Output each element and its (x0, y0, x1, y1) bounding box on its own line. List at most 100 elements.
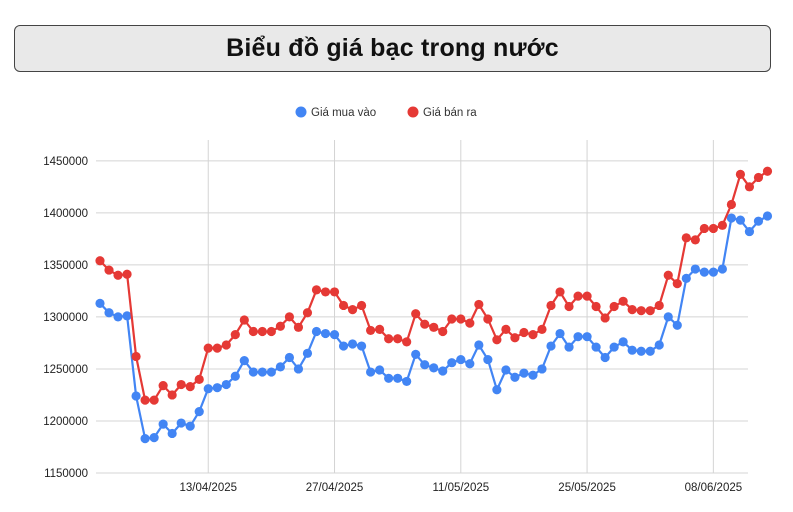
data-point (591, 301, 601, 312)
data-point (257, 367, 267, 377)
data-point (510, 333, 520, 343)
data-point (293, 364, 304, 374)
data-point (735, 169, 746, 179)
data-point (456, 354, 466, 365)
data-point (735, 215, 746, 225)
data-point (257, 326, 267, 337)
data-point (519, 327, 529, 338)
data-point (600, 313, 610, 323)
data-point (546, 341, 556, 351)
data-point (366, 325, 376, 336)
data-point (158, 380, 168, 391)
data-point (402, 337, 412, 347)
data-point (636, 306, 646, 316)
data-point (492, 385, 502, 395)
data-point (131, 391, 141, 401)
data-point (744, 226, 755, 237)
chart-title: Biểu đồ giá bạc trong nước (226, 34, 559, 62)
data-point (293, 322, 304, 332)
data-point (248, 326, 258, 337)
data-point (149, 433, 159, 443)
data-point (167, 428, 177, 439)
data-point (636, 346, 646, 356)
y-tick-label: 1150000 (44, 468, 88, 480)
data-point (239, 356, 249, 366)
data-point (690, 264, 700, 274)
data-point (420, 360, 430, 370)
series-sell (95, 166, 773, 405)
data-point (555, 287, 565, 297)
data-point (582, 332, 592, 342)
data-point (645, 306, 655, 316)
data-point (266, 367, 276, 377)
data-point (645, 346, 655, 356)
y-tick-label: 1350000 (43, 260, 88, 272)
data-point (411, 349, 421, 359)
axis-labels: 1150000 1200000 1250000 1300000 1350000 14000… (43, 156, 742, 494)
data-point (221, 379, 231, 390)
data-point (375, 324, 385, 334)
data-point (762, 211, 773, 221)
series-layer (95, 166, 773, 444)
data-point (438, 326, 448, 337)
data-point (618, 337, 628, 347)
legend-marker-buy (295, 106, 307, 118)
data-point (347, 339, 358, 349)
data-point (113, 312, 123, 322)
y-tick-label: 1200000 (43, 416, 88, 428)
data-point (393, 373, 403, 383)
data-point (302, 348, 313, 358)
data-point (519, 368, 529, 378)
data-point (411, 309, 421, 319)
data-point (465, 359, 475, 369)
data-point (492, 335, 502, 345)
data-point (555, 328, 565, 339)
data-point (537, 324, 547, 334)
title-box: Biểu đồ giá bạc trong nước (14, 25, 771, 72)
x-tick-label: 08/06/2025 (685, 482, 743, 494)
data-point (564, 301, 574, 312)
data-point (185, 421, 195, 431)
data-point (384, 334, 394, 344)
data-point (275, 321, 285, 331)
data-point (429, 322, 439, 332)
data-point (203, 384, 213, 394)
data-point (366, 367, 376, 377)
data-point (131, 351, 141, 362)
data-point (122, 269, 132, 279)
data-point (690, 235, 700, 245)
data-point (95, 256, 105, 266)
data-point (654, 300, 664, 311)
data-point (600, 352, 610, 363)
data-point (420, 319, 430, 329)
data-point (699, 267, 709, 277)
data-point (338, 300, 349, 311)
data-point (573, 291, 583, 301)
data-point (158, 419, 168, 429)
data-point (356, 300, 367, 311)
data-point (329, 287, 340, 297)
data-point (302, 308, 313, 318)
data-point (708, 267, 718, 277)
data-point (320, 287, 331, 297)
data-point (194, 374, 204, 384)
y-tick-label: 1400000 (43, 208, 88, 220)
data-point (393, 334, 403, 344)
data-point (528, 329, 538, 340)
data-point (726, 213, 737, 223)
data-point (203, 343, 213, 353)
data-point (627, 345, 637, 355)
x-tick-label: 11/05/2025 (432, 482, 489, 494)
data-point (194, 407, 204, 417)
data-point (627, 305, 637, 315)
data-point (167, 390, 177, 400)
data-point (654, 340, 664, 350)
data-point (176, 418, 186, 428)
data-point (140, 434, 150, 444)
data-point (140, 395, 150, 405)
y-tick-label: 1300000 (43, 312, 88, 324)
data-point (501, 324, 511, 334)
data-point (356, 341, 367, 351)
data-point (311, 326, 322, 337)
